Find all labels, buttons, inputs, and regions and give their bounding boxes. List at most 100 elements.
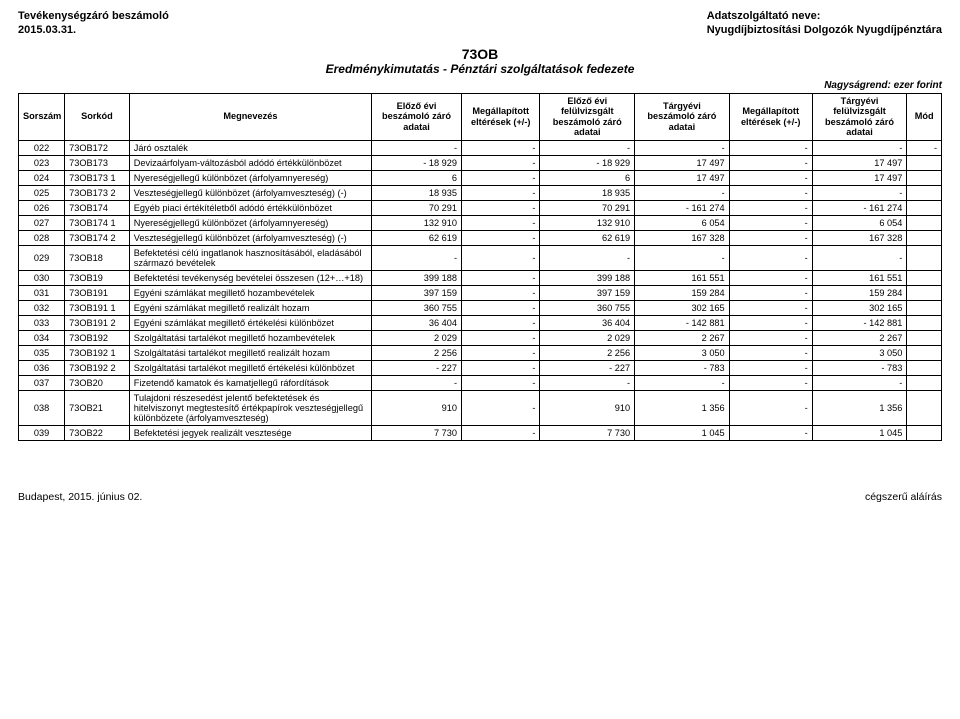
- row-description: Befektetési jegyek realizált vesztesége: [129, 425, 371, 440]
- cell-value: [907, 425, 942, 440]
- cell-value: -: [729, 155, 812, 170]
- cell-value: -: [462, 300, 540, 315]
- row-number: 026: [19, 200, 65, 215]
- cell-value: 1 045: [635, 425, 730, 440]
- cell-value: 17 497: [635, 155, 730, 170]
- cell-value: -: [462, 375, 540, 390]
- cell-value: [907, 345, 942, 360]
- cell-value: -: [540, 140, 635, 155]
- cell-value: [907, 360, 942, 375]
- cell-value: [907, 200, 942, 215]
- cell-value: 18 935: [372, 185, 462, 200]
- row-description: Egyéni számlákat megillető realizált hoz…: [129, 300, 371, 315]
- cell-value: -: [729, 330, 812, 345]
- cell-value: - 142 881: [635, 315, 730, 330]
- row-number: 030: [19, 270, 65, 285]
- table-row: 03973OB22Befektetési jegyek realizált ve…: [19, 425, 942, 440]
- column-header: Tárgyévi beszámoló záró adatai: [635, 93, 730, 140]
- row-description: Fizetendő kamatok és kamatjellegű ráford…: [129, 375, 371, 390]
- cell-value: 6 054: [635, 215, 730, 230]
- cell-value: 3 050: [635, 345, 730, 360]
- row-number: 028: [19, 230, 65, 245]
- cell-value: -: [907, 140, 942, 155]
- cell-value: -: [729, 230, 812, 245]
- page-footer: Budapest, 2015. június 02. cégszerű aláí…: [18, 491, 942, 503]
- row-number: 035: [19, 345, 65, 360]
- cell-value: [907, 315, 942, 330]
- cell-value: 2 267: [635, 330, 730, 345]
- table-row: 02873OB174 2Veszteségjellegű különbözet …: [19, 230, 942, 245]
- cell-value: 167 328: [812, 230, 907, 245]
- row-description: Befektetési célú ingatlanok hasznosításá…: [129, 245, 371, 270]
- cell-value: 70 291: [372, 200, 462, 215]
- cell-value: -: [462, 285, 540, 300]
- row-code: 73OB22: [65, 425, 130, 440]
- cell-value: -: [372, 245, 462, 270]
- table-row: 02573OB173 2Veszteségjellegű különbözet …: [19, 185, 942, 200]
- cell-value: 2 029: [540, 330, 635, 345]
- row-code: 73OB174: [65, 200, 130, 215]
- row-description: Járó osztalék: [129, 140, 371, 155]
- data-table: SorszámSorkódMegnevezésElőző évi beszámo…: [18, 93, 942, 441]
- table-body: 02273OB172Járó osztalék-------02373OB173…: [19, 140, 942, 440]
- cell-value: 397 159: [372, 285, 462, 300]
- row-description: Nyereségjellegű különbözet (árfolyamnyer…: [129, 170, 371, 185]
- row-number: 038: [19, 390, 65, 425]
- cell-value: 17 497: [812, 170, 907, 185]
- table-row: 03573OB192 1Szolgáltatási tartalékot meg…: [19, 345, 942, 360]
- page-root: Tevékenységzáró beszámoló 2015.03.31. Ad…: [0, 0, 960, 515]
- cell-value: 1 045: [812, 425, 907, 440]
- column-header: Megállapított eltérések (+/-): [462, 93, 540, 140]
- cell-value: 7 730: [372, 425, 462, 440]
- cell-value: -: [729, 215, 812, 230]
- cell-value: -: [462, 200, 540, 215]
- cell-value: [907, 270, 942, 285]
- table-row: 03073OB19Befektetési tevékenység bevétel…: [19, 270, 942, 285]
- table-row: 03773OB20Fizetendő kamatok és kamatjelle…: [19, 375, 942, 390]
- cell-value: 17 497: [635, 170, 730, 185]
- cell-value: [907, 155, 942, 170]
- cell-value: -: [729, 375, 812, 390]
- cell-value: -: [729, 200, 812, 215]
- row-description: Szolgáltatási tartalékot megillető hozam…: [129, 330, 371, 345]
- row-description: Szolgáltatási tartalékot megillető érték…: [129, 360, 371, 375]
- cell-value: -: [462, 390, 540, 425]
- table-row: 02973OB18Befektetési célú ingatlanok has…: [19, 245, 942, 270]
- cell-value: 132 910: [372, 215, 462, 230]
- row-number: 023: [19, 155, 65, 170]
- row-number: 039: [19, 425, 65, 440]
- column-header: Sorszám: [19, 93, 65, 140]
- table-row: 02673OB174Egyéb piaci értékítéletből adó…: [19, 200, 942, 215]
- cell-value: 2 256: [372, 345, 462, 360]
- cell-value: -: [635, 140, 730, 155]
- cell-value: -: [462, 245, 540, 270]
- cell-value: - 18 929: [540, 155, 635, 170]
- cell-value: 36 404: [372, 315, 462, 330]
- cell-value: 6 054: [812, 215, 907, 230]
- header-right: Adatszolgáltató neve: Nyugdíjbiztosítási…: [707, 10, 942, 38]
- title-block: 73OB Eredménykimutatás - Pénztári szolgá…: [18, 46, 942, 76]
- cell-value: [907, 390, 942, 425]
- table-row: 03673OB192 2Szolgáltatási tartalékot meg…: [19, 360, 942, 375]
- table-row: 03273OB191 1Egyéni számlákat megillető r…: [19, 300, 942, 315]
- cell-value: -: [462, 215, 540, 230]
- column-header: Mód: [907, 93, 942, 140]
- row-code: 73OB173: [65, 155, 130, 170]
- cell-value: 3 050: [812, 345, 907, 360]
- row-description: Egyéni számlákat megillető hozambevétele…: [129, 285, 371, 300]
- header-left: Tevékenységzáró beszámoló 2015.03.31.: [18, 10, 169, 38]
- cell-value: 1 356: [812, 390, 907, 425]
- cell-value: 70 291: [540, 200, 635, 215]
- cell-value: -: [635, 375, 730, 390]
- row-number: 027: [19, 215, 65, 230]
- row-description: Nyereségjellegű különbözet (árfolyamnyer…: [129, 215, 371, 230]
- row-code: 73OB172: [65, 140, 130, 155]
- cell-value: 62 619: [540, 230, 635, 245]
- table-row: 03373OB191 2Egyéni számlákat megillető é…: [19, 315, 942, 330]
- cell-value: 132 910: [540, 215, 635, 230]
- cell-value: - 783: [635, 360, 730, 375]
- cell-value: [907, 330, 942, 345]
- form-subtitle: Eredménykimutatás - Pénztári szolgáltatá…: [18, 62, 942, 76]
- table-header-row: SorszámSorkódMegnevezésElőző évi beszámo…: [19, 93, 942, 140]
- column-header: Előző évi felülvizsgált beszámoló záró a…: [540, 93, 635, 140]
